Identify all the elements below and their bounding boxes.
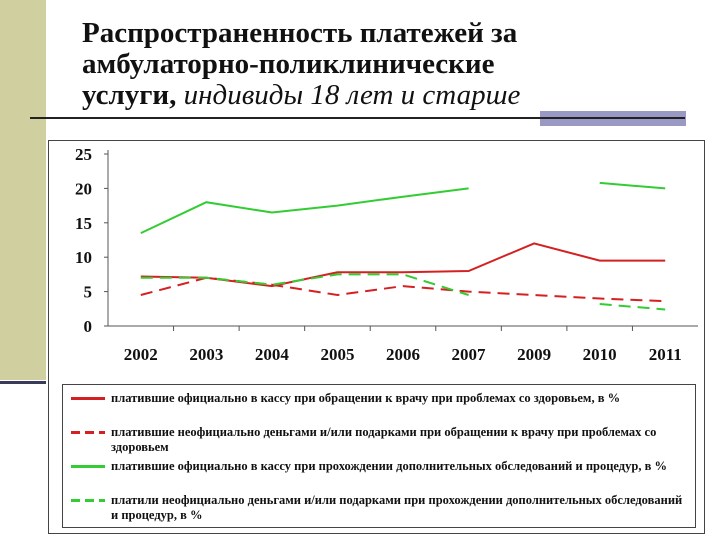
y-tick-label: 0: [84, 317, 93, 336]
decorative-sidebar: [0, 0, 46, 380]
x-tick-label: 2007: [452, 345, 487, 364]
y-tick-label: 5: [84, 283, 93, 302]
legend-swatch-green-dashed: [71, 499, 105, 502]
series-line-3: [140, 187, 469, 235]
chart-legend: платившие официально в кассу при обращен…: [62, 384, 696, 528]
x-tick-label: 2006: [386, 345, 420, 364]
series-line-4: [599, 303, 666, 311]
y-tick-label: 25: [75, 145, 92, 164]
series-line-2: [140, 276, 666, 303]
legend-label-3: платившие официально в кассу при прохожд…: [111, 459, 667, 473]
x-tick-label: 2010: [583, 345, 617, 364]
legend-label-2: платившие неофициально деньгами и/или по…: [111, 425, 657, 454]
x-tick-label: 2011: [649, 345, 682, 364]
title-line-3: услуги, индивиды 18 лет и старше: [82, 80, 702, 111]
chart-frame: [48, 140, 705, 534]
title-underline: [30, 117, 685, 119]
x-tick-label: 2002: [124, 345, 158, 364]
legend-swatch-green-solid: [71, 465, 105, 468]
title-line-1: Распространенность платежей за: [82, 17, 518, 49]
title-line-3-italic: индивиды 18 лет и старше: [176, 79, 521, 111]
slide-title: Распространенность платежей за амбулатор…: [82, 18, 702, 111]
series-line-3: [599, 181, 666, 190]
legend-swatch-red-solid: [71, 397, 105, 400]
decorative-sidebar-rule: [0, 381, 46, 384]
x-tick-label: 2004: [255, 345, 290, 364]
x-tick-label: 2003: [189, 345, 223, 364]
legend-label-1: платившие официально в кассу при обращен…: [111, 391, 621, 405]
legend-swatch-red-dashed: [71, 431, 105, 434]
x-tick-label: 2005: [320, 345, 354, 364]
title-line-3-regular: услуги,: [82, 79, 177, 111]
y-tick-label: 10: [75, 248, 92, 267]
series-line-4: [140, 273, 469, 296]
legend-label-4: платили неофициально деньгами и/или пода…: [111, 493, 683, 522]
x-tick-label: 2009: [517, 345, 551, 364]
y-tick-label: 20: [75, 179, 92, 198]
y-tick-label: 15: [75, 214, 92, 233]
title-line-2: амбулаторно-поликлинические: [82, 48, 495, 80]
